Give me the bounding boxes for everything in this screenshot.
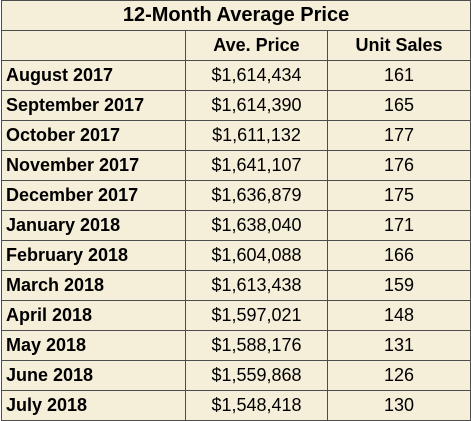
header-month: [1, 30, 186, 61]
row-ave-price: $1,559,868: [185, 360, 328, 391]
table-row: July 2018 $1,548,418 130: [1, 390, 471, 421]
row-month: August 2017: [1, 60, 186, 91]
row-ave-price: $1,604,088: [185, 240, 328, 271]
row-month: April 2018: [1, 300, 186, 331]
row-ave-price: $1,636,879: [185, 180, 328, 211]
table-row: November 2017 $1,641,107 176: [1, 150, 471, 181]
row-month: January 2018: [1, 210, 186, 241]
row-month: June 2018: [1, 360, 186, 391]
table-row: May 2018 $1,588,176 131: [1, 330, 471, 361]
row-month: July 2018: [1, 390, 186, 421]
table-row: February 2018 $1,604,088 166: [1, 240, 471, 271]
table-body: August 2017 $1,614,434 161 September 2017 $1…: [1, 60, 471, 421]
row-unit-sales: 176: [326, 150, 471, 181]
row-unit-sales: 177: [326, 120, 471, 151]
row-unit-sales: 166: [326, 240, 471, 271]
table-row: September 2017 $1,614,390 165: [1, 90, 471, 121]
header-ave-price: Ave. Price: [185, 30, 328, 61]
table-row: August 2017 $1,614,434 161: [1, 60, 471, 91]
header-unit-sales: Unit Sales: [326, 30, 471, 61]
row-month: December 2017: [1, 180, 186, 211]
table-row: April 2018 $1,597,021 148: [1, 300, 471, 331]
row-ave-price: $1,611,132: [185, 120, 328, 151]
row-unit-sales: 165: [326, 90, 471, 121]
row-ave-price: $1,614,390: [185, 90, 328, 121]
row-unit-sales: 130: [326, 390, 471, 421]
row-unit-sales: 161: [326, 60, 471, 91]
table-row: March 2018 $1,613,438 159: [1, 270, 471, 301]
title-row: 12-Month Average Price: [0, 0, 471, 31]
row-ave-price: $1,597,021: [185, 300, 328, 331]
row-unit-sales: 131: [326, 330, 471, 361]
row-month: February 2018: [1, 240, 186, 271]
header-row: Ave. Price Unit Sales: [1, 30, 471, 61]
row-ave-price: $1,548,418: [185, 390, 328, 421]
table-row: June 2018 $1,559,868 126: [1, 360, 471, 391]
row-ave-price: $1,588,176: [185, 330, 328, 361]
table-row: January 2018 $1,638,040 171: [1, 210, 471, 241]
row-month: March 2018: [1, 270, 186, 301]
row-ave-price: $1,638,040: [185, 210, 328, 241]
table-row: October 2017 $1,611,132 177: [1, 120, 471, 151]
row-month: September 2017: [1, 90, 186, 121]
row-unit-sales: 148: [326, 300, 471, 331]
row-month: November 2017: [1, 150, 186, 181]
row-month: October 2017: [1, 120, 186, 151]
row-ave-price: $1,613,438: [185, 270, 328, 301]
table-row: December 2017 $1,636,879 175: [1, 180, 471, 211]
row-ave-price: $1,614,434: [185, 60, 328, 91]
row-ave-price: $1,641,107: [185, 150, 328, 181]
row-unit-sales: 159: [326, 270, 471, 301]
table-title: 12-Month Average Price: [0, 0, 471, 31]
row-unit-sales: 171: [326, 210, 471, 241]
row-unit-sales: 126: [326, 360, 471, 391]
row-unit-sales: 175: [326, 180, 471, 211]
row-month: May 2018: [1, 330, 186, 361]
